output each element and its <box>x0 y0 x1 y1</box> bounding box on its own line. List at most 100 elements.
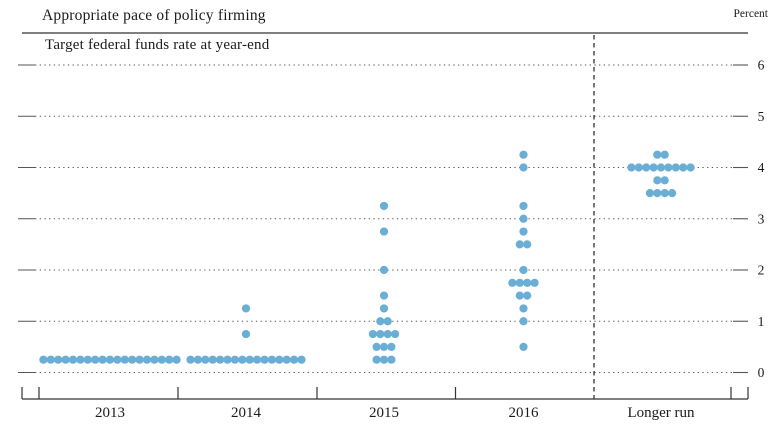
fomc-dot <box>61 355 70 364</box>
fomc-dot <box>660 176 669 185</box>
fomc-dot <box>379 291 389 300</box>
fomc-dot <box>649 163 658 172</box>
fomc-dot <box>686 163 695 172</box>
fomc-dot <box>383 317 392 326</box>
fomc-dot <box>297 355 306 364</box>
fomc-dot <box>68 355 78 364</box>
fomc-dot <box>519 317 528 326</box>
fomc-dot <box>241 304 251 313</box>
fomc-dot <box>519 342 528 351</box>
fomc-dot <box>372 355 381 364</box>
fomc-dot <box>245 355 254 364</box>
fomc-dot <box>282 355 291 364</box>
fomc-dot <box>519 163 528 172</box>
fomc-dot <box>523 291 532 300</box>
fomc-dot <box>142 355 152 364</box>
fomc-dot <box>515 291 524 300</box>
fomc-dot <box>275 355 284 364</box>
fomc-dot <box>165 355 174 364</box>
fomc-dot <box>98 355 107 364</box>
fomc-dot <box>679 163 688 172</box>
x-category-label-3: 2016 <box>509 405 540 421</box>
fomc-dot <box>653 176 662 185</box>
fomc-dot <box>519 150 528 159</box>
x-category-label-2: 2015 <box>369 405 399 421</box>
fomc-dot <box>508 278 517 287</box>
fomc-dot <box>376 317 385 326</box>
fomc-dot <box>113 355 122 364</box>
fomc-dot <box>216 355 225 364</box>
fomc-dot <box>642 163 651 172</box>
fomc-dot <box>376 329 385 339</box>
y-tick-label-4: 4 <box>758 160 765 175</box>
fomc-dot <box>660 150 669 159</box>
fomc-dot <box>91 355 100 364</box>
fomc-dot <box>157 355 166 364</box>
fomc-dot <box>172 355 181 364</box>
fomc-dot <box>379 201 389 211</box>
fomc-dot <box>391 329 400 339</box>
chart-title: Appropriate pace of policy firming <box>42 7 266 24</box>
fomc-dot <box>383 329 392 339</box>
y-tick-label-1: 1 <box>758 314 765 329</box>
fomc-dot <box>186 355 195 364</box>
fomc-dot <box>530 278 539 287</box>
x-category-label-0: 2013 <box>95 405 125 421</box>
fomc-dot <box>379 265 389 275</box>
fomc-dot <box>668 189 677 198</box>
fomc-dot <box>656 163 666 172</box>
fomc-dot <box>83 355 92 364</box>
fomc-dot <box>519 304 528 313</box>
fomc-dot <box>253 355 262 364</box>
fomc-dot <box>267 355 276 364</box>
y-tick-label-0: 0 <box>758 365 765 380</box>
fomc-dot <box>653 189 662 198</box>
fomc-dot <box>150 355 159 364</box>
fomc-dot <box>230 355 239 364</box>
fomc-dot <box>290 355 299 364</box>
x-category-label-1: 2014 <box>231 405 262 421</box>
chart-subtitle: Target federal funds rate at year-end <box>45 37 270 53</box>
fomc-dot <box>238 355 247 364</box>
fomc-dot <box>208 355 217 364</box>
fomc-dot <box>523 278 532 287</box>
fomc-dot <box>515 278 524 287</box>
y-axis-unit-label: Percent <box>733 8 768 20</box>
fomc-dot <box>379 355 389 364</box>
fomc-dot <box>671 163 680 172</box>
fomc-dot <box>368 329 377 339</box>
fomc-dot <box>201 355 210 364</box>
fomc-dot <box>519 227 528 236</box>
fomc-dot <box>387 355 396 364</box>
fomc-dot <box>379 304 389 313</box>
fomc-dot <box>519 201 528 211</box>
fomc-dot <box>372 342 381 351</box>
fomc-dot <box>634 163 643 172</box>
x-category-label-4: Longer run <box>627 405 695 421</box>
y-tick-label-6: 6 <box>758 58 765 73</box>
fomc-dot <box>645 189 655 198</box>
fomc-dot <box>105 355 115 364</box>
fomc-dot <box>515 240 524 249</box>
fomc-dot <box>523 240 532 249</box>
fomc-dot <box>135 355 144 364</box>
y-tick-label-2: 2 <box>758 263 765 278</box>
fomc-dot <box>387 342 396 351</box>
fomc-dot <box>46 355 55 364</box>
fomc-dot <box>664 163 673 172</box>
fomc-dot <box>241 329 251 339</box>
fomc-dot <box>653 150 662 159</box>
fomc-dot <box>519 265 528 275</box>
fomc-dot <box>379 227 389 236</box>
fomc-dot <box>120 355 129 364</box>
y-tick-label-5: 5 <box>758 109 765 124</box>
fomc-dot <box>193 355 202 364</box>
fomc-dot <box>39 355 48 364</box>
fomc-dot <box>627 163 636 172</box>
fomc-dot <box>223 355 232 364</box>
fomc-dot <box>54 355 63 364</box>
fomc-dot <box>260 355 269 364</box>
fomc-dot <box>379 342 389 351</box>
